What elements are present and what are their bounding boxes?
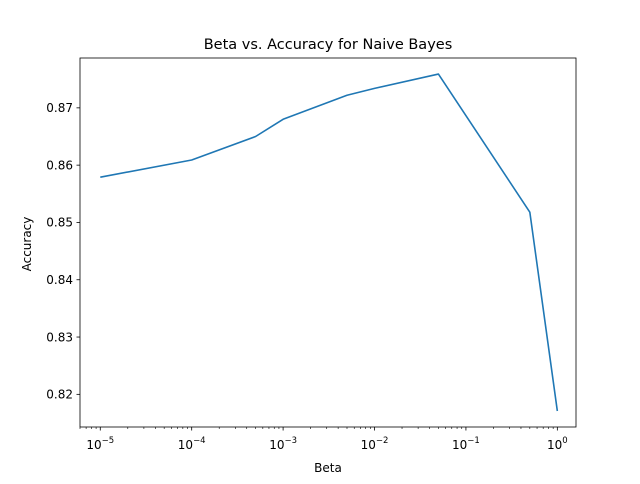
x-tick-label: 10−3 [269,436,297,452]
x-tick-label-exponent: −5 [102,436,115,446]
y-tick-label: 0.84 [46,273,73,287]
y-axis-label: Accuracy [20,217,34,272]
x-tick-label-exponent: −4 [193,436,206,446]
plot-area: 10−5 10−4 10−3 10−2 10−1 1000.820.830.840.850… [46,57,577,452]
y-tick-label: 0.85 [46,216,73,230]
x-tick-label-base: 10 [547,438,562,452]
series-line [100,73,559,412]
y-tick-label: 0.83 [46,330,73,344]
x-tick-label-exponent: −2 [376,436,389,446]
x-tick-label: 100 [547,436,568,452]
x-tick-label: 10−2 [361,436,389,452]
x-tick-label-base: 10 [361,438,376,452]
x-tick-label-base: 10 [86,438,101,452]
axes-frame [79,57,577,428]
x-tick-label: 10−5 [86,436,114,452]
x-axis-label: Beta [314,461,342,475]
y-tick-label: 0.87 [46,101,73,115]
x-tick-label: 10−4 [178,436,206,452]
x-tick-label-exponent: −1 [467,436,480,446]
x-tick-label-base: 10 [452,438,467,452]
x-tick-label-base: 10 [178,438,193,452]
x-tick-label: 10−1 [452,436,480,452]
x-tick-label-exponent: 0 [562,436,567,446]
x-tick-label-base: 10 [269,438,284,452]
y-tick-label: 0.86 [46,158,73,172]
x-tick-label-exponent: −3 [284,436,297,446]
y-tick-label: 0.82 [46,388,73,402]
chart-title: Beta vs. Accuracy for Naive Bayes [204,37,453,53]
